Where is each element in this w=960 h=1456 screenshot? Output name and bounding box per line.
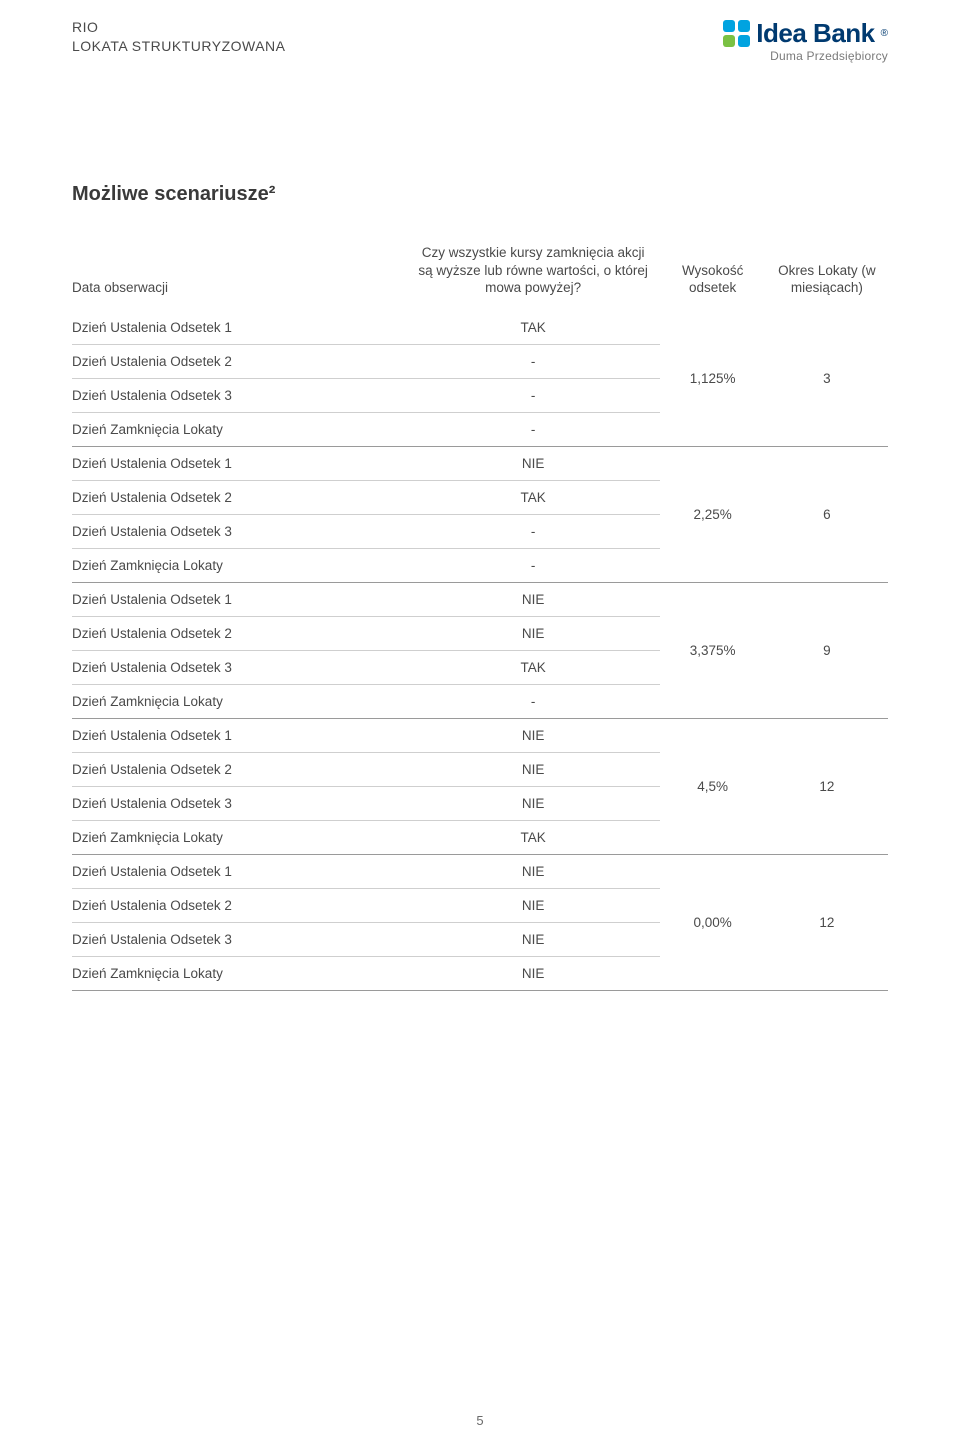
col-header-observation: Data obserwacji — [72, 234, 415, 311]
cell-period: 3 — [774, 311, 888, 447]
cell-observation-label: Dzień Ustalenia Odsetek 3 — [72, 650, 415, 684]
cell-observation-label: Dzień Ustalenia Odsetek 1 — [72, 446, 415, 480]
cell-condition-value: - — [415, 514, 660, 548]
cell-rate: 3,375% — [660, 582, 774, 718]
page-header: RIO LOKATA STRUKTURYZOWANA Idea Bank ® Du… — [72, 18, 888, 63]
table-row: Dzień Ustalenia Odsetek 1NIE2,25%6 — [72, 446, 888, 480]
cell-observation-label: Dzień Ustalenia Odsetek 3 — [72, 786, 415, 820]
cell-rate: 4,5% — [660, 718, 774, 854]
cell-period: 12 — [774, 854, 888, 990]
cell-condition-value: - — [415, 548, 660, 582]
product-name-line1: RIO — [72, 18, 286, 37]
cell-observation-label: Dzień Zamknięcia Lokaty — [72, 548, 415, 582]
cell-rate: 0,00% — [660, 854, 774, 990]
cell-condition-value: NIE — [415, 922, 660, 956]
col-header-condition: Czy wszystkie kursy zamknięcia akcji są … — [415, 234, 660, 311]
cell-condition-value: - — [415, 344, 660, 378]
cell-observation-label: Dzień Ustalenia Odsetek 2 — [72, 344, 415, 378]
table-row: Dzień Ustalenia Odsetek 1TAK1,125%3 — [72, 311, 888, 345]
cell-period: 12 — [774, 718, 888, 854]
brand-tagline: Duma Przedsiębiorcy — [723, 49, 888, 63]
cell-condition-value: - — [415, 378, 660, 412]
cell-observation-label: Dzień Ustalenia Odsetek 1 — [72, 718, 415, 752]
cell-observation-label: Dzień Zamknięcia Lokaty — [72, 412, 415, 446]
product-name: RIO LOKATA STRUKTURYZOWANA — [72, 18, 286, 56]
col-header-period: Okres Lokaty (w miesiącach) — [774, 234, 888, 311]
brand-name: Idea Bank — [756, 18, 874, 49]
cell-observation-label: Dzień Ustalenia Odsetek 2 — [72, 752, 415, 786]
cell-observation-label: Dzień Ustalenia Odsetek 3 — [72, 922, 415, 956]
scenarios-table: Data obserwacji Czy wszystkie kursy zamk… — [72, 234, 888, 991]
brand-logo: Idea Bank ® — [723, 18, 888, 49]
cell-rate: 1,125% — [660, 311, 774, 447]
table-head: Data obserwacji Czy wszystkie kursy zamk… — [72, 234, 888, 311]
cell-condition-value: NIE — [415, 854, 660, 888]
table-row: Dzień Ustalenia Odsetek 1NIE3,375%9 — [72, 582, 888, 616]
cell-observation-label: Dzień Ustalenia Odsetek 1 — [72, 854, 415, 888]
cell-condition-value: NIE — [415, 718, 660, 752]
col-header-rate: Wysokość odsetek — [660, 234, 774, 311]
cell-observation-label: Dzień Zamknięcia Lokaty — [72, 684, 415, 718]
cell-condition-value: NIE — [415, 786, 660, 820]
cell-condition-value: NIE — [415, 582, 660, 616]
cell-observation-label: Dzień Ustalenia Odsetek 3 — [72, 378, 415, 412]
cell-observation-label: Dzień Ustalenia Odsetek 2 — [72, 888, 415, 922]
cell-condition-value: - — [415, 684, 660, 718]
cell-condition-value: TAK — [415, 311, 660, 345]
cell-condition-value: NIE — [415, 752, 660, 786]
table-body: Dzień Ustalenia Odsetek 1TAK1,125%3Dzień… — [72, 311, 888, 991]
cell-period: 9 — [774, 582, 888, 718]
table-row: Dzień Ustalenia Odsetek 1NIE0,00%12 — [72, 854, 888, 888]
brand-block: Idea Bank ® Duma Przedsiębiorcy — [723, 18, 888, 63]
cell-observation-label: Dzień Ustalenia Odsetek 2 — [72, 616, 415, 650]
cell-period: 6 — [774, 446, 888, 582]
cell-rate: 2,25% — [660, 446, 774, 582]
cell-condition-value: NIE — [415, 956, 660, 990]
cell-observation-label: Dzień Zamknięcia Lokaty — [72, 956, 415, 990]
cell-condition-value: - — [415, 412, 660, 446]
cell-observation-label: Dzień Ustalenia Odsetek 3 — [72, 514, 415, 548]
cell-observation-label: Dzień Ustalenia Odsetek 1 — [72, 311, 415, 345]
table-row: Dzień Ustalenia Odsetek 1NIE4,5%12 — [72, 718, 888, 752]
cell-condition-value: TAK — [415, 480, 660, 514]
cell-observation-label: Dzień Ustalenia Odsetek 2 — [72, 480, 415, 514]
page-number: 5 — [0, 1413, 960, 1428]
logo-dots-icon — [723, 20, 750, 47]
section-title: Możliwe scenariusze² — [72, 183, 888, 206]
registered-mark: ® — [881, 28, 888, 39]
cell-condition-value: TAK — [415, 820, 660, 854]
cell-condition-value: NIE — [415, 446, 660, 480]
product-name-line2: LOKATA STRUKTURYZOWANA — [72, 37, 286, 56]
cell-condition-value: TAK — [415, 650, 660, 684]
cell-observation-label: Dzień Zamknięcia Lokaty — [72, 820, 415, 854]
cell-condition-value: NIE — [415, 888, 660, 922]
cell-condition-value: NIE — [415, 616, 660, 650]
page: RIO LOKATA STRUKTURYZOWANA Idea Bank ® Du… — [0, 0, 960, 1456]
cell-observation-label: Dzień Ustalenia Odsetek 1 — [72, 582, 415, 616]
